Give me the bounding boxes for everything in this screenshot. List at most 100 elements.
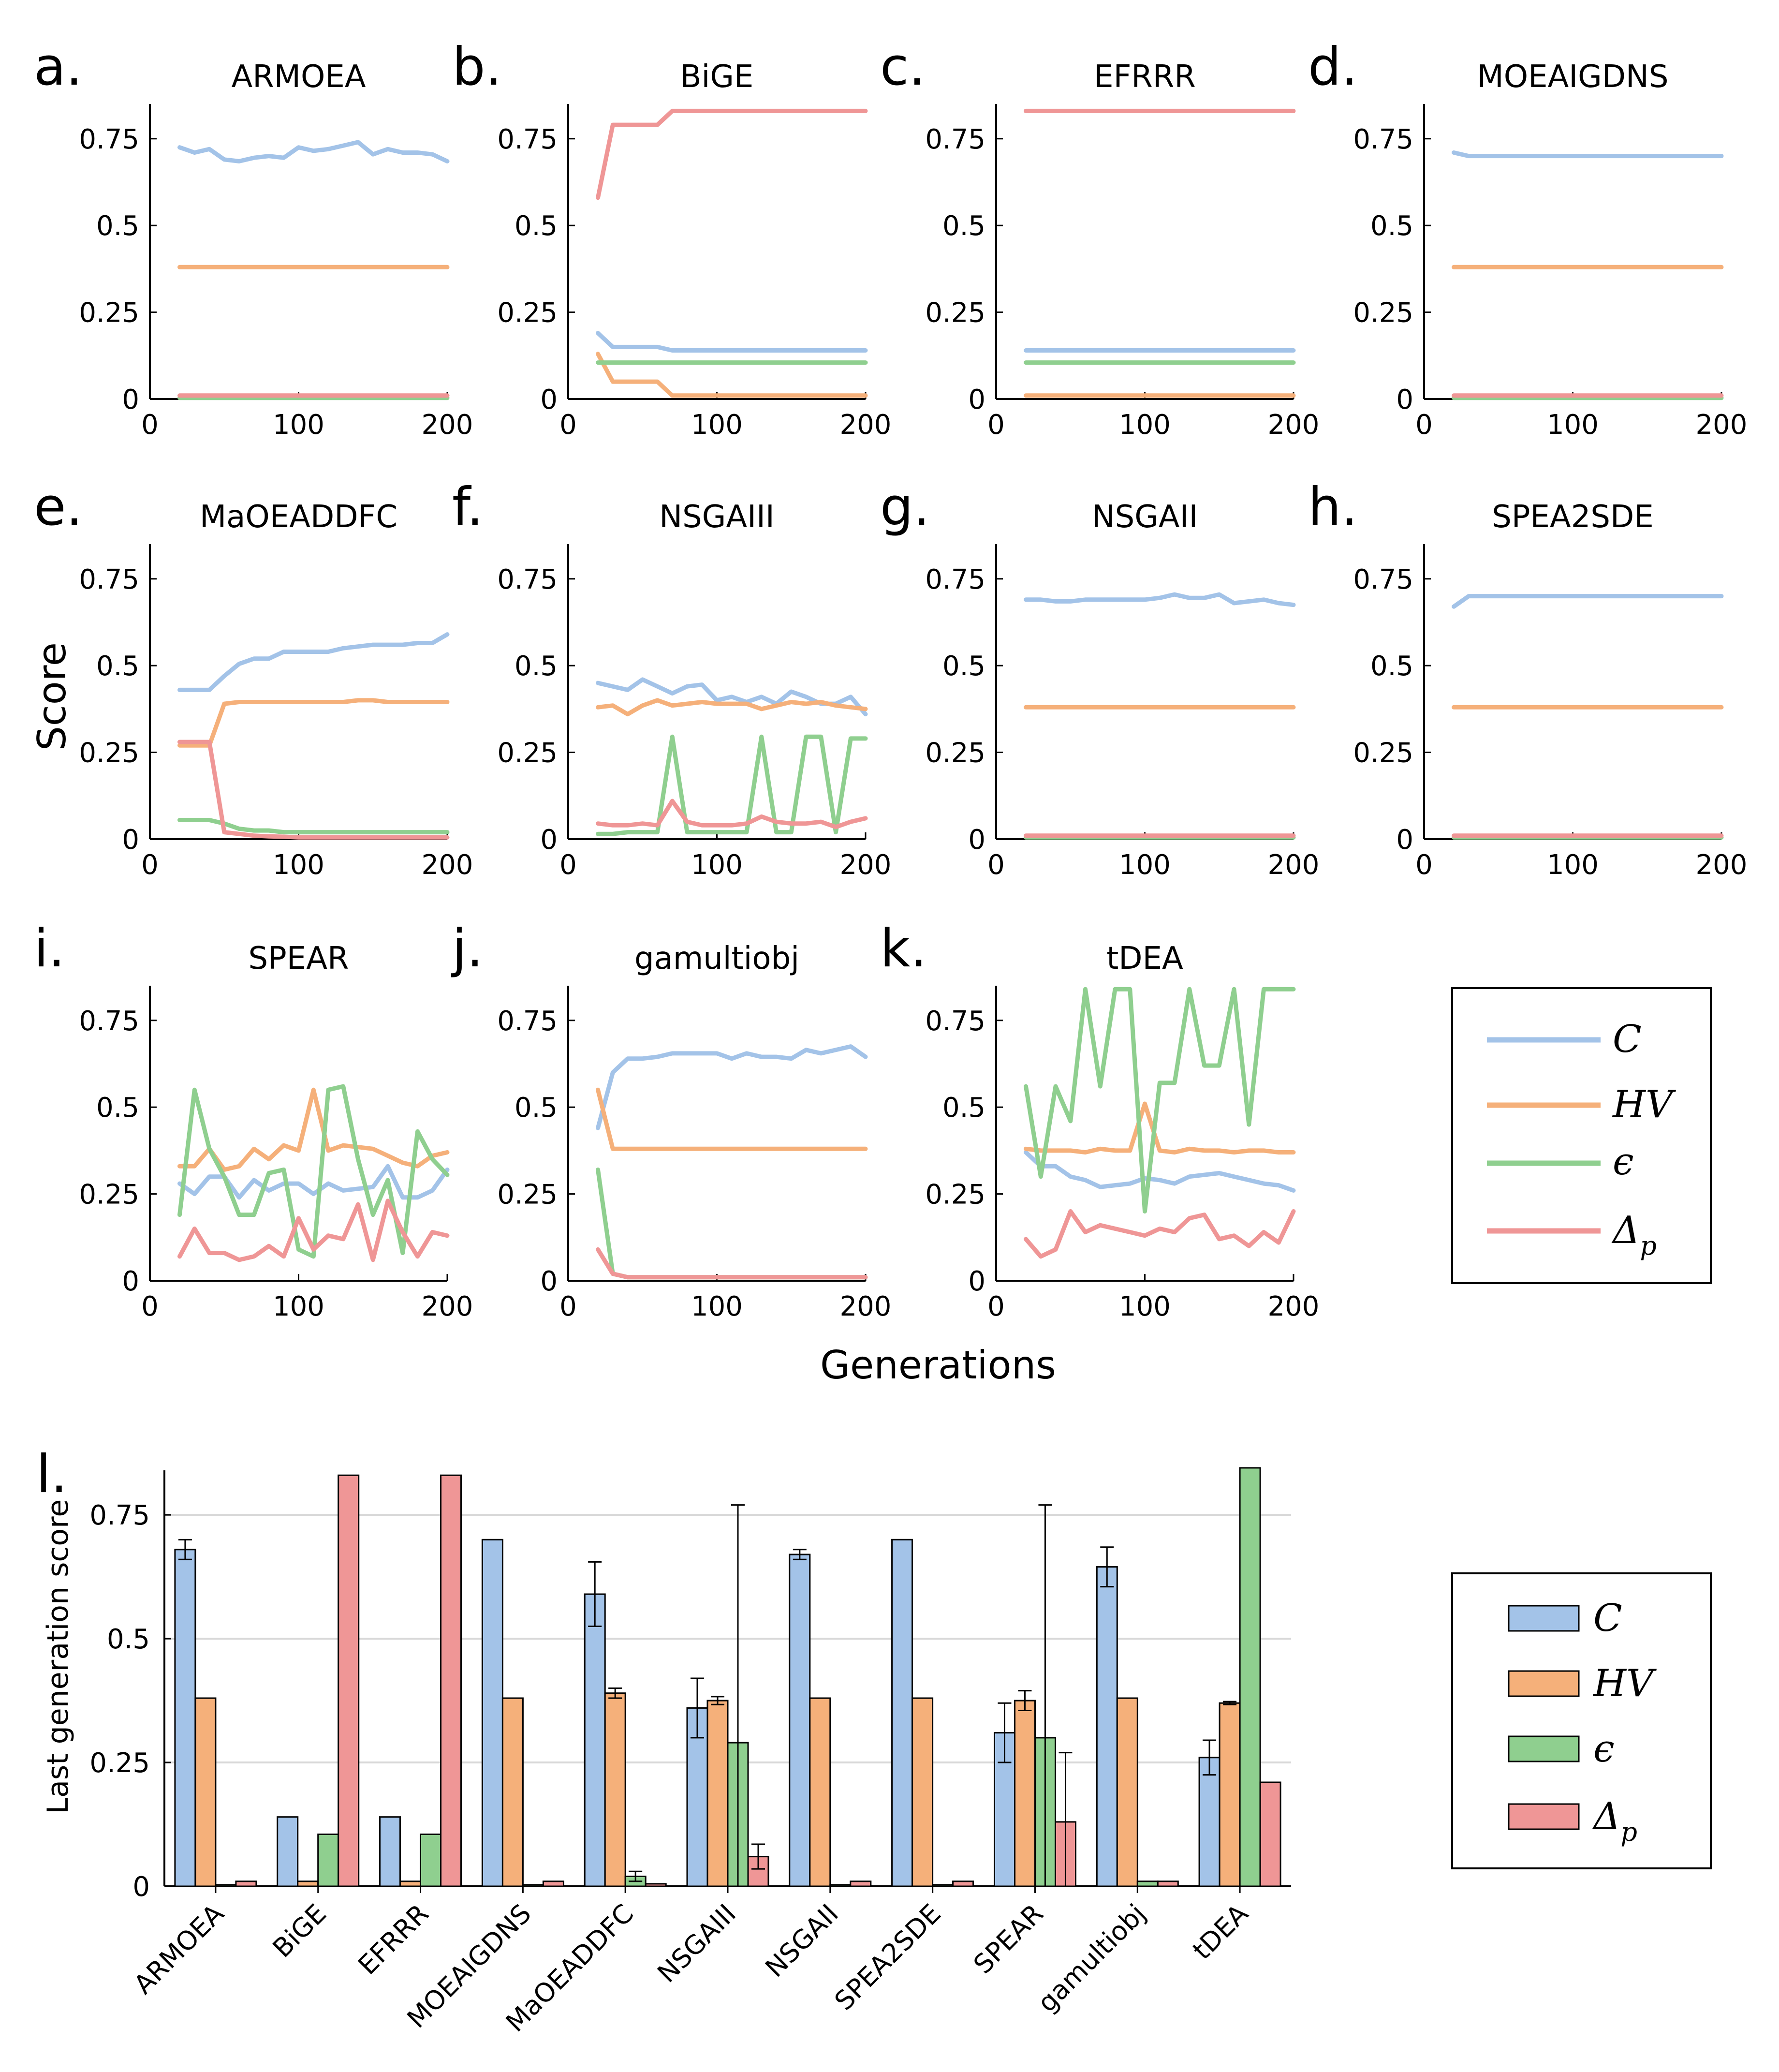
series-line-hv-tdea: [1024, 1101, 1296, 1154]
x-tick-label-spea2sde: 0: [1415, 849, 1433, 881]
series-line-c-gamultiobj: [596, 1044, 868, 1130]
series-line-delta-p-nsgaiii: [596, 799, 868, 829]
y-tick-label-efrrr: 0.25: [925, 297, 985, 329]
legend2-label-delta: Δp: [1592, 1795, 1637, 1847]
x-tick-label-nsgaii: 0: [987, 849, 1005, 881]
x-tick-label-efrrr: 0: [987, 409, 1005, 441]
x-tick-label-maoeaddfc: 100: [273, 849, 324, 881]
legend2-label-C: C: [1593, 1597, 1622, 1640]
panel-moeaigdns: d. MOEAIGDNS 0 0.25 0.5 0.75 0 100 200: [1308, 37, 1747, 441]
series-line-c-bige: [596, 331, 868, 353]
series-line-hv-spear: [177, 1087, 450, 1172]
legend-swatch-HV: [1508, 1670, 1580, 1697]
bar-delta-p-nsgaii: [850, 1880, 872, 1887]
y-tick-label-nsgaii: 0.75: [925, 564, 985, 595]
line-legend-box: [1451, 987, 1712, 1284]
y-tick-label-tdea: 0.75: [925, 1006, 985, 1037]
y-tick-label-bige: 0.75: [497, 124, 558, 155]
x-tick-label-spea2sde: 200: [1696, 849, 1748, 881]
category-label-nsgaii: NSGAII: [759, 1898, 844, 1983]
bar-y-tick-label: 0: [132, 1871, 150, 1903]
panel-spea2sde: h. SPEA2SDE 0 0.25 0.5 0.75 0 100 200: [1308, 477, 1747, 881]
y-tick-label-armoea: 0.5: [96, 210, 139, 242]
bar-c-moeaigdns: [481, 1539, 503, 1887]
legend-label-HV: HV: [1612, 1083, 1676, 1126]
series-line-delta-p-maoeaddfc: [177, 740, 450, 840]
bar-c-maoeaddfc: [584, 1593, 606, 1887]
y-tick-label-spea2sde: 0.5: [1370, 651, 1413, 682]
series-line-hv-gamultiobj: [596, 1087, 868, 1151]
bar-delta-p-efrrr: [440, 1474, 462, 1887]
bar-delta-p-bige: [338, 1474, 360, 1887]
series-line-epsilon-maoeaddfc: [177, 818, 450, 835]
bar-c-nsgaii: [789, 1554, 811, 1887]
y-tick-label-maoeaddfc: 0.5: [96, 651, 139, 682]
bar-epsilon-moeaigdns: [522, 1884, 544, 1887]
legend-label-C: C: [1613, 1018, 1642, 1061]
bar-epsilon-efrrr: [420, 1834, 441, 1887]
panel-title-nsgaiii: NSGAIII: [659, 499, 775, 535]
x-tick-label-moeaigdns: 200: [1696, 409, 1748, 441]
category-label-armoea: ARMOEA: [128, 1898, 230, 2000]
y-tick-label-bige: 0.5: [515, 210, 558, 242]
y-tick-label-tdea: 0.5: [942, 1092, 985, 1124]
legend2-delta-symbol: Δ: [1592, 1795, 1620, 1838]
x-tick-label-nsgaii: 100: [1119, 849, 1171, 881]
panel-title-nsgaii: NSGAII: [1092, 499, 1198, 535]
bar-y-tick-label: 0.5: [107, 1624, 150, 1655]
category-label-bige: BiGE: [267, 1898, 332, 1964]
series-line-hv-bige: [596, 352, 868, 398]
panel-title-spea2sde: SPEA2SDE: [1492, 499, 1654, 535]
bar-hv-armoea: [194, 1697, 217, 1887]
bar-delta-p-spea2sde: [952, 1880, 974, 1887]
y-tick-label-efrrr: 0.5: [942, 210, 985, 242]
y-tick-label-gamultiobj: 0.75: [497, 1006, 558, 1037]
bar-hv-spear: [1014, 1700, 1036, 1887]
legend-delta-sub: p: [1640, 1230, 1657, 1261]
panel-letter-efrrr: c.: [880, 37, 926, 97]
bar-c-tdea: [1198, 1757, 1220, 1887]
series-line-delta-p-gamultiobj: [596, 1247, 868, 1280]
bar-legend: C HV ϵ Δp: [1451, 1572, 1712, 1869]
y-tick-label-maoeaddfc: 0.25: [79, 738, 139, 769]
y-tick-label-armoea: 0.25: [79, 297, 139, 329]
panel-letter-nsgaii: g.: [880, 477, 930, 537]
bar-legend-box: [1451, 1572, 1712, 1869]
bar-epsilon-spea2sde: [932, 1884, 954, 1887]
bar-hv-nsgaii: [809, 1697, 831, 1887]
category-label-nsgaiii: NSGAIII: [651, 1898, 742, 1989]
line-legend: C HV ϵ Δp: [1451, 987, 1712, 1284]
category-label-spear: SPEAR: [968, 1898, 1049, 1980]
panel-letter-spear: i.: [34, 918, 65, 979]
y-tick-label-efrrr: 0.75: [925, 124, 985, 155]
y-tick-label-nsgaiii: 0: [540, 824, 558, 856]
series-line-c-moeaigdns: [1452, 150, 1724, 159]
legend-swatch-C: [1508, 1605, 1580, 1632]
bar-hv-nsgaiii: [706, 1700, 729, 1887]
x-tick-label-bige: 200: [840, 409, 892, 441]
series-line-epsilon-gamultiobj: [596, 1167, 868, 1280]
panel-title-armoea: ARMOEA: [231, 59, 366, 95]
legend-label-eps: ϵ: [1613, 1140, 1634, 1184]
y-tick-label-moeaigdns: 0.5: [1370, 210, 1413, 242]
y-tick-label-maoeaddfc: 0: [122, 824, 139, 856]
x-tick-label-spear: 100: [273, 1291, 324, 1322]
y-tick-label-nsgaiii: 0.25: [497, 738, 558, 769]
y-tick-label-moeaigdns: 0: [1396, 384, 1413, 415]
category-label-tdea: tDEA: [1187, 1898, 1254, 1966]
series-line-c-spea2sde: [1452, 594, 1724, 609]
bar-ylabel: Last generation score: [41, 1499, 75, 1814]
x-tick-label-bige: 100: [691, 409, 743, 441]
series-line-hv-nsgaiii: [596, 698, 868, 717]
panel-bige: b. BiGE 0 0.25 0.5 0.75 0 100 200: [452, 37, 891, 441]
bar-c-spea2sde: [891, 1539, 913, 1887]
panel-letter-l: l.: [36, 1444, 67, 1505]
series-line-hv-maoeaddfc: [177, 698, 450, 748]
bar-hv-gamultiobj: [1116, 1697, 1138, 1887]
x-tick-label-spear: 200: [422, 1291, 473, 1322]
y-tick-label-tdea: 0: [968, 1266, 985, 1297]
series-line-c-maoeaddfc: [177, 632, 450, 692]
panel-letter-gamultiobj: j.: [451, 918, 483, 979]
bar-hv-tdea: [1219, 1702, 1241, 1887]
